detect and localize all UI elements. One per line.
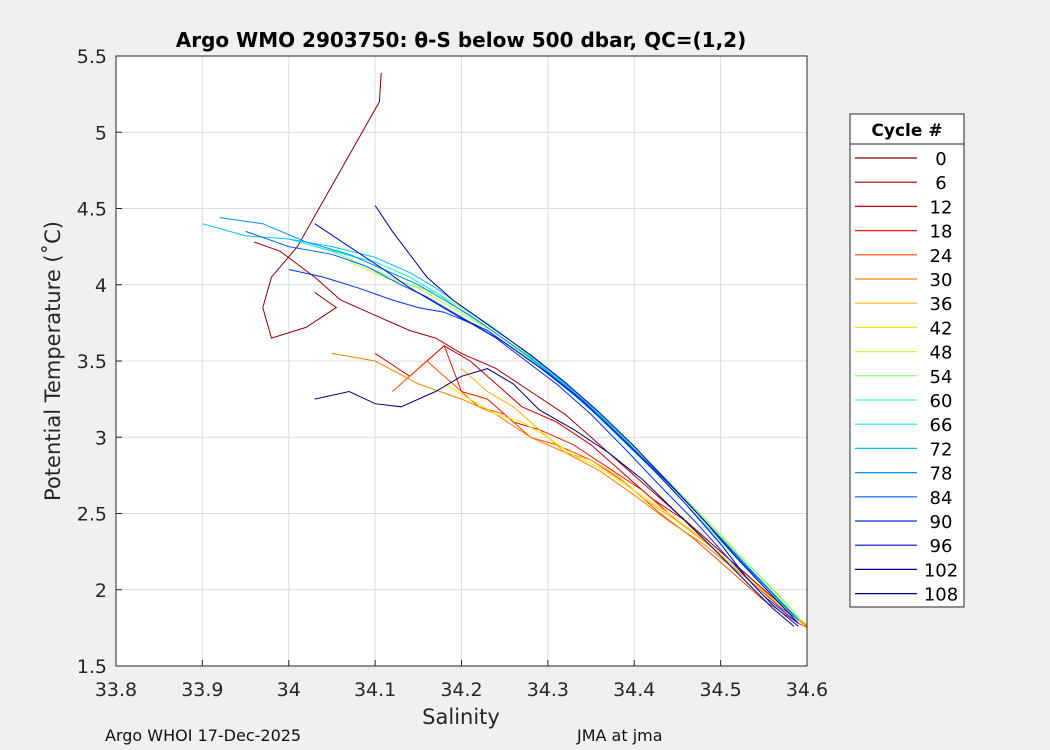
x-tick-label: 34.5 (699, 679, 741, 701)
x-tick-label: 34.2 (440, 679, 482, 701)
series-line-cycle-108 (314, 368, 795, 627)
legend-label: 0 (935, 149, 946, 170)
footer-credit: Argo WHOI 17-Dec-2025 (105, 726, 302, 745)
y-tick-label: 5 (95, 122, 107, 144)
y-tick-label: 4 (95, 275, 107, 297)
legend-label: 60 (930, 391, 953, 412)
legend-label: 102 (924, 560, 958, 581)
legend-label: 78 (930, 464, 953, 485)
series-line-cycle-102 (374, 205, 799, 624)
y-tick-label: 4.5 (77, 199, 107, 221)
series-line-cycle-66 (288, 238, 799, 621)
legend-label: 48 (930, 343, 953, 364)
series-line-cycle-96 (314, 223, 799, 627)
y-tick-label: 1.5 (77, 656, 107, 678)
legend-entries: 0 6 12 18 24 30 36 42 48 54 60 66 72 78 84 90 96 102 108 (855, 149, 958, 606)
y-tick-label: 5.5 (77, 46, 107, 68)
legend-label: 90 (930, 512, 953, 533)
y-tick-label: 3.5 (77, 351, 107, 373)
legend-label: 12 (930, 197, 953, 218)
series-layer (202, 72, 807, 628)
legend-label: 6 (935, 173, 946, 194)
footer-source: JMA at jma (577, 726, 663, 745)
x-tick-label: 34.3 (527, 679, 569, 701)
x-tick-label: 34 (277, 679, 301, 701)
y-tick-label: 3 (95, 427, 107, 449)
x-tick-label: 34.6 (786, 679, 828, 701)
legend-box (849, 113, 965, 608)
y-tick-label: 2 (95, 580, 107, 602)
y-tick-label: 2.5 (77, 504, 107, 526)
legend-label: 36 (930, 294, 953, 315)
legend-label: 24 (930, 246, 953, 267)
legend-label: 72 (930, 439, 953, 460)
legend-label: 66 (930, 415, 953, 436)
x-tick-label: 34.1 (354, 679, 396, 701)
y-axis-label: Potential Temperature (˚C) (41, 221, 65, 501)
x-axis-label: Salinity (422, 705, 500, 729)
legend-label: 96 (930, 536, 953, 557)
series-line-cycle-42 (443, 383, 807, 626)
x-tick-label: 33.8 (95, 679, 137, 701)
legend-title: Cycle # (871, 121, 942, 141)
axis-ticks: 33.8 33.9 34 34.1 34.2 34.3 34.4 34.5 34.61.522.… (77, 46, 828, 701)
legend: Cycle # 0 6 12 18 24 30 36 42 48 54 60 66 72 78 84 90 96… (849, 113, 965, 608)
legend-label: 30 (930, 270, 953, 291)
legend-label: 18 (930, 222, 953, 243)
series-line-cycle-12 (374, 345, 807, 628)
legend-label: 108 (924, 585, 958, 606)
legend-label: 84 (930, 488, 953, 509)
legend-label: 54 (930, 367, 953, 388)
series-line-cycle-0 (262, 72, 382, 339)
x-tick-label: 33.9 (181, 679, 223, 701)
chart-title: Argo WMO 2903750: θ-S below 500 dbar, QC… (176, 28, 746, 52)
series-line-cycle-90 (288, 269, 799, 624)
x-tick-label: 34.4 (613, 679, 655, 701)
legend-label: 42 (930, 318, 953, 339)
